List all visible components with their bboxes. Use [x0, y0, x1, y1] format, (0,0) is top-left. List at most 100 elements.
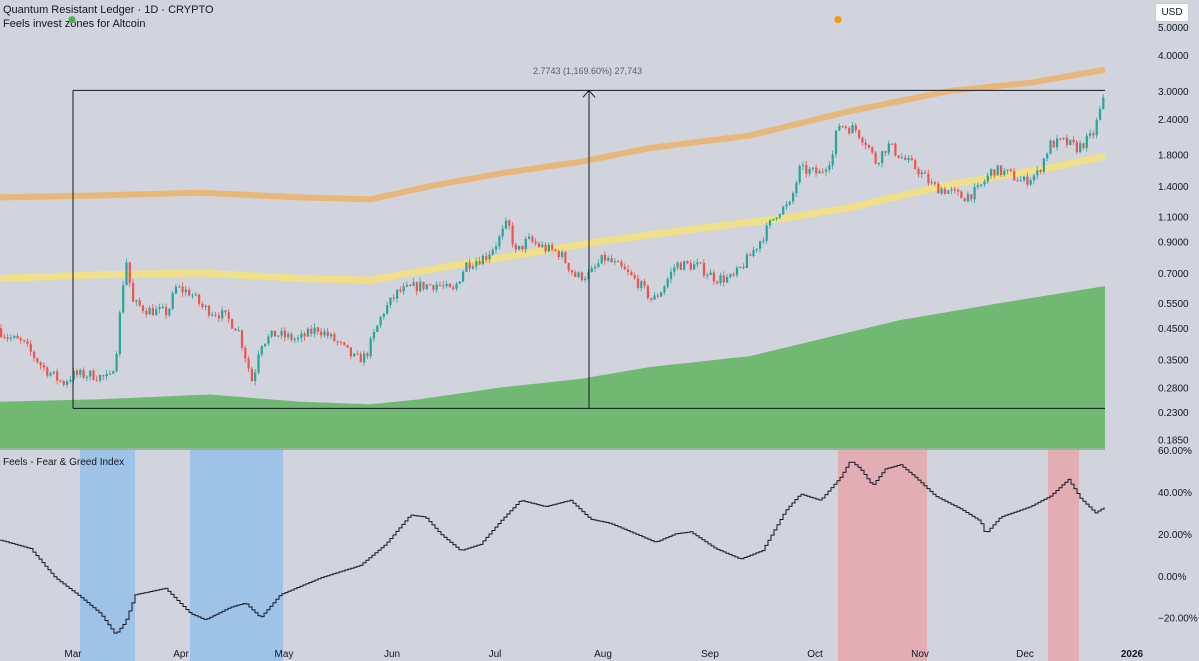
candle-body-27 — [89, 370, 92, 377]
candle-body-235 — [775, 217, 778, 219]
candle-body-151 — [498, 236, 501, 247]
candle-body-200 — [660, 292, 663, 297]
candle-body-187 — [617, 261, 620, 263]
candle-body-161 — [531, 236, 534, 242]
candle-body-181 — [597, 263, 600, 267]
candle-body-162 — [534, 241, 537, 244]
candle-body-53 — [174, 286, 178, 294]
candle-body-296 — [976, 185, 979, 187]
candle-body-228 — [752, 250, 755, 256]
candle-body-305 — [1006, 169, 1009, 171]
candle-body-99 — [326, 331, 329, 337]
candle-body-72 — [237, 330, 240, 332]
candle-body-248 — [818, 171, 821, 174]
candle-body-65 — [214, 314, 217, 316]
candle-body-333 — [1098, 108, 1102, 120]
candle-body-322 — [1062, 137, 1065, 139]
candle-body-51 — [168, 308, 171, 316]
candle-body-81 — [267, 336, 270, 344]
candle-body-266 — [877, 163, 880, 165]
price-tick-label: 1.1000 — [1158, 212, 1189, 223]
candle-body-124 — [409, 284, 412, 286]
candle-body-190 — [627, 269, 630, 273]
candle-body-30 — [99, 375, 102, 381]
candle-body-261 — [861, 137, 864, 143]
candle-body-300 — [990, 169, 993, 176]
price-tick-label: 0.4500 — [1158, 324, 1189, 335]
candle-body-163 — [537, 243, 541, 247]
candle-body-196 — [646, 285, 649, 299]
candle-body-212 — [699, 262, 702, 264]
candle-body-288 — [950, 189, 953, 191]
currency-button[interactable]: USD — [1155, 3, 1189, 22]
time-tick-label: Oct — [807, 649, 823, 660]
candle-body-68 — [224, 310, 227, 313]
candle-body-138 — [455, 283, 458, 289]
candle-body-295 — [973, 187, 976, 200]
measure-label: 2.7743 (1,169.60%) 27,743 — [533, 66, 643, 77]
candle-body-265 — [874, 152, 877, 164]
candle-body-80 — [264, 343, 267, 347]
candle-body-224 — [739, 266, 742, 268]
candle-body-215 — [709, 272, 712, 276]
candle-body-330 — [1089, 133, 1092, 136]
candle-body-208 — [686, 261, 689, 264]
greed-zone-1 — [1048, 450, 1079, 661]
candle-body-204 — [673, 267, 676, 272]
candle-body-306 — [1009, 169, 1012, 171]
candle-body-17 — [56, 371, 59, 381]
candle-body-155 — [511, 225, 514, 245]
candle-body-229 — [755, 248, 758, 251]
candle-body-97 — [320, 331, 323, 336]
candle-body-128 — [422, 281, 425, 289]
price-tick-label: 1.8000 — [1158, 151, 1189, 162]
candle-body-136 — [448, 283, 451, 288]
candle-body-110 — [363, 353, 366, 363]
candle-body-282 — [930, 182, 933, 184]
candle-body-311 — [1026, 176, 1029, 185]
candle-body-332 — [1095, 119, 1098, 136]
time-tick-label: Aug — [594, 649, 612, 660]
candle-body-21 — [69, 379, 72, 382]
candle-body-262 — [864, 142, 867, 145]
price-tick-label: 2.4000 — [1158, 115, 1189, 126]
candle-body-180 — [594, 266, 597, 269]
candle-body-87 — [287, 333, 290, 338]
candle-body-326 — [1075, 142, 1078, 152]
candle-body-195 — [643, 281, 646, 286]
candle-body-22 — [72, 370, 75, 380]
candle-body-41 — [135, 300, 138, 302]
candle-body-194 — [640, 281, 643, 288]
candles — [0, 94, 1105, 388]
candle-body-166 — [547, 244, 550, 252]
candle-body-70 — [231, 319, 234, 329]
candle-body-96 — [316, 327, 319, 332]
candle-body-107 — [353, 353, 356, 357]
measure-arrow-head — [582, 89, 596, 98]
candle-body-167 — [551, 244, 554, 250]
candle-body-63 — [207, 305, 211, 316]
candle-body-199 — [656, 295, 659, 297]
candle-body-201 — [663, 286, 666, 293]
candle-body-273 — [900, 157, 904, 159]
price-tick-label: 3.0000 — [1158, 87, 1189, 98]
candle-body-83 — [273, 330, 277, 337]
candle-body-88 — [290, 333, 293, 340]
candle-body-133 — [438, 284, 442, 286]
candle-body-142 — [468, 262, 471, 269]
candle-body-293 — [966, 194, 970, 202]
candle-body-315 — [1039, 170, 1042, 172]
index-tick-label: 20.00% — [1158, 530, 1192, 541]
upper-band-line — [0, 66, 1106, 203]
candle-body-209 — [689, 263, 692, 270]
candle-body-318 — [1049, 140, 1052, 154]
candle-body-182 — [600, 254, 603, 264]
candle-body-143 — [471, 266, 475, 269]
lower-band-line — [0, 152, 1106, 284]
candle-body-104 — [343, 342, 346, 345]
candle-body-159 — [524, 238, 527, 250]
candle-body-122 — [402, 286, 405, 292]
candle-body-7 — [23, 340, 26, 342]
candle-body-158 — [521, 245, 524, 250]
